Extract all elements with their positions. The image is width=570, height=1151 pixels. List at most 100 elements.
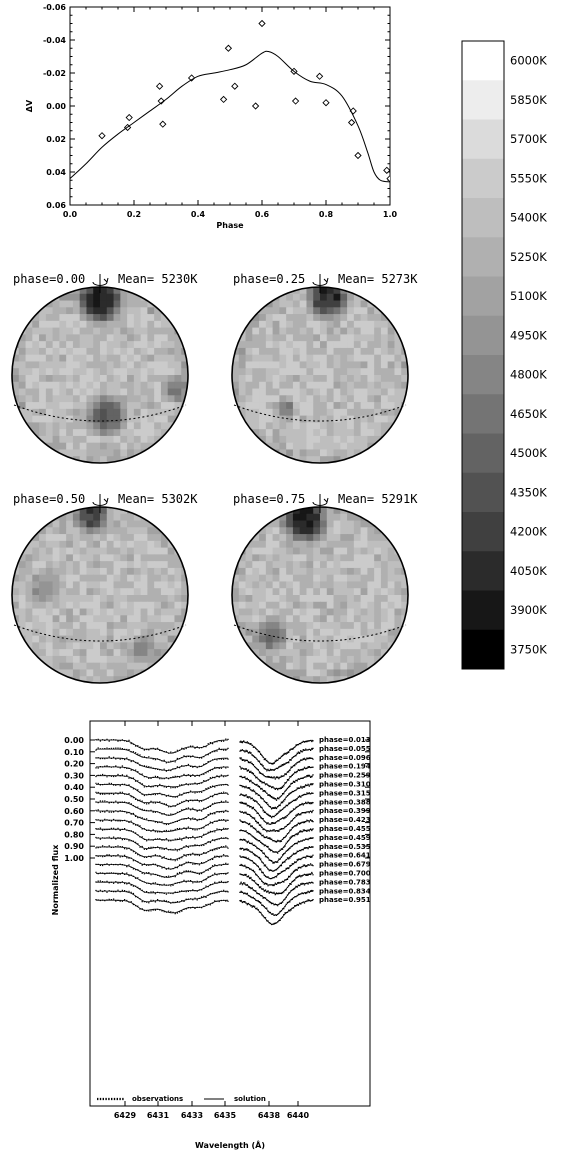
map-tile [59,435,67,444]
map-tile [360,622,368,630]
map-tile [120,561,128,569]
map-tile [333,588,341,596]
map-tile [299,669,308,677]
map-tile [133,314,142,322]
map-tile [265,527,274,535]
map-tile [106,307,115,315]
profile-xtick-label: 6433 [181,1111,203,1120]
map-tile [245,395,253,403]
map-tile [147,422,155,430]
map-tile [292,442,301,451]
map-tile [272,534,280,542]
map-tile [286,662,294,671]
map-tile [353,435,362,444]
map-tile [45,375,54,383]
map-tile [52,662,60,671]
map-tile [106,422,115,430]
map-tile [140,574,148,583]
map-tile [100,320,108,329]
map-tile [313,622,321,630]
map-tile [93,588,101,596]
map-tile [347,540,355,549]
map-tile [72,388,81,396]
map-tile [52,388,60,396]
map-tile [18,561,27,569]
map-tile [265,567,274,576]
map-tile [59,527,67,535]
map-tile [374,608,382,616]
map-tile [39,388,47,396]
map-tile [66,554,74,562]
map-tile [133,341,142,349]
map-tile [86,361,94,369]
map-tile [39,561,47,569]
map-tile [160,601,169,610]
map-tile [374,655,382,664]
map-tile [86,381,94,390]
map-tile [93,547,101,555]
map-tile [367,293,375,302]
map-tile [320,287,328,295]
map-tile [86,354,94,363]
map-tile [326,415,335,423]
map-tile [160,642,169,650]
map-tile [299,581,308,589]
map-tile [292,655,301,664]
map-tile [160,334,169,342]
map-tile [100,581,108,589]
map-tile [313,415,321,423]
map-tile [265,635,274,643]
map-tile [313,388,321,396]
profile-xtick-label: 6438 [258,1111,281,1120]
map-tile [160,415,169,423]
map-tile [347,561,355,569]
map-tile [360,361,368,369]
map-tile [133,327,142,335]
map-tile [252,601,260,610]
map-tile [320,540,328,549]
map-tile [320,449,328,457]
map-tile [265,574,274,583]
map-tile [360,402,368,410]
map-tile [306,307,314,315]
map-tile [360,642,368,650]
map-tile [292,435,301,444]
map-tile [59,347,67,356]
map-tile [79,581,88,589]
map-tile [52,601,60,610]
map-tile [52,635,60,643]
map-tile [313,347,321,356]
lc-xtick-label: 0.2 [127,210,141,219]
map-tile [340,608,348,616]
map-tile [320,581,328,589]
map-tile [100,655,108,664]
map-tile [299,635,308,643]
map-tile [154,649,162,657]
map-tile [45,534,54,542]
map-tile [147,354,155,363]
map-tile [45,601,54,610]
map-tile [160,554,169,562]
map-tile [252,547,260,555]
map-tile [340,669,348,677]
map-tile [45,527,54,535]
map-tile [167,581,176,589]
map-tile [32,608,40,616]
profile-phase-label: phase=0.013 [319,736,371,744]
map-tile [232,608,240,616]
map-tile [59,327,67,335]
map-tile [272,442,280,451]
map-tile [320,381,328,390]
map-tile [286,449,294,457]
map-tile [326,635,335,643]
map-tile [374,581,382,589]
map-tile [299,513,308,522]
map-tile [347,368,355,376]
map-tile [299,642,308,650]
map-tile [140,408,148,417]
map-tile [79,554,88,562]
map-tile [174,561,182,569]
map-tile [100,534,108,542]
map-tile [374,314,382,322]
map-tile [160,395,169,403]
